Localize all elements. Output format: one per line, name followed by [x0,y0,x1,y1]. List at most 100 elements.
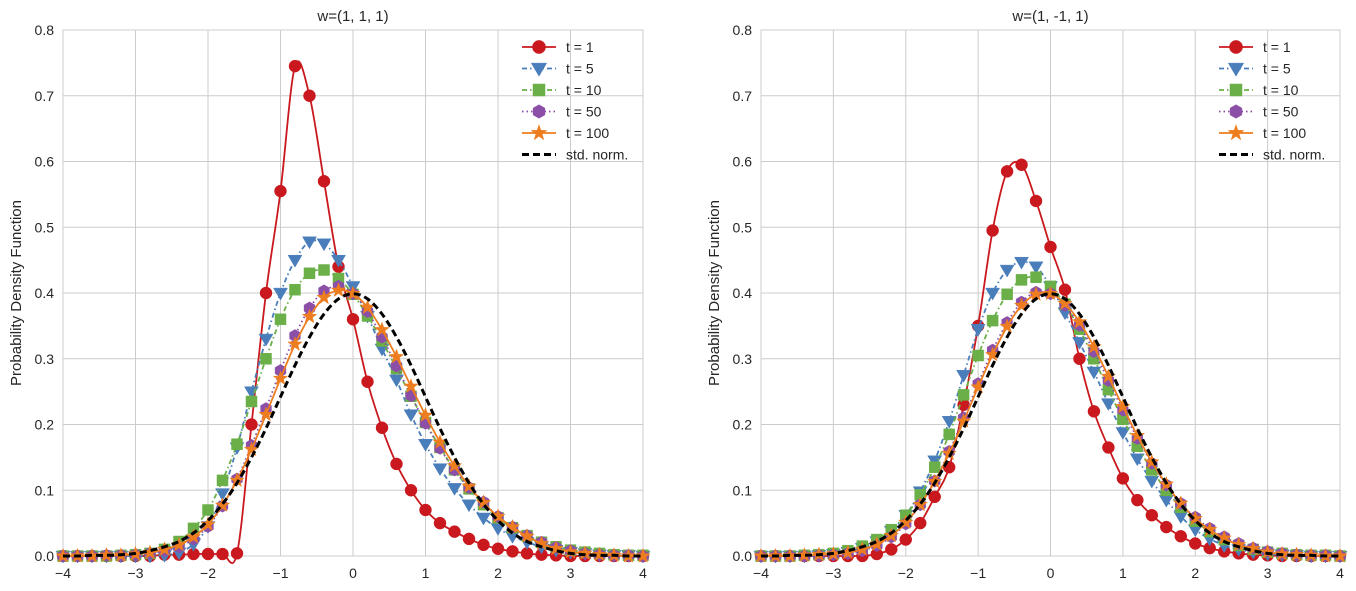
data-point-triangle-down [1086,366,1102,380]
data-point-star [417,407,434,423]
data-point-circle [986,224,999,237]
chart-1: −4 −3 −2 −1 0 1 2 3 4 0.0 0.1 0.2 0.3 0.4 0.5 0.6 0.7 0.8… [8,8,651,581]
data-point-star [955,412,972,428]
y-tick-label: 0.2 [35,417,55,433]
data-point-square [318,264,330,276]
x-tick-label: 3 [567,565,575,581]
y-axis-label: Probability Density Function [8,200,25,386]
data-point-star [84,547,100,563]
data-point-circle [1000,165,1014,178]
legend: t = 1 t = 5 t = 10 t = 50 t = 100 std. norm. [522,39,628,163]
data-point-circle [1116,472,1130,485]
data-point-star [1114,398,1131,414]
x-tick-label: 1 [1119,565,1127,581]
data-point-star [287,336,303,352]
x-tick-label: 2 [1191,565,1199,581]
y-tick-label: 0.3 [733,351,753,367]
series-t-100 [753,285,1348,563]
data-point-circle [899,533,912,546]
legend-label: t = 5 [1263,61,1291,77]
data-point-star [330,282,347,298]
data-point-triangle-down [418,439,433,452]
legend-marker-hexagon [1229,104,1243,119]
legend-marker-circle [532,40,546,54]
chart-title: w=(1, 1, 1) [316,8,388,25]
data-point-circle [216,547,229,561]
x-tick-label: 4 [639,565,647,581]
data-point-square [943,428,955,441]
y-axis-label: Probability Density Function [706,200,723,386]
data-point-triangle-down [302,236,317,250]
legend-label: t = 1 [566,39,594,55]
x-tick-label: −4 [753,565,769,581]
data-point-triangle-down [476,512,491,526]
data-point-star [1057,295,1073,311]
data-point-star [1143,453,1160,469]
x-tick-label: −1 [273,565,289,581]
data-point-star [897,514,914,530]
y-tick-label: 0.6 [733,154,753,170]
data-point-circle [404,484,418,497]
data-point-star [446,457,463,473]
legend-marker-star [1227,124,1245,141]
data-point-circle [274,184,287,198]
y-tick-label: 0.8 [733,22,753,38]
data-point-triangle-down [1014,256,1029,270]
legend-marker-square [1229,83,1243,97]
data-point-star [854,541,871,557]
data-point-star [214,497,231,513]
data-point-circle [928,490,941,504]
data-point-star [562,543,579,559]
data-point-circle [491,542,505,556]
x-tick-label: 3 [1264,565,1272,581]
data-point-star [345,285,361,301]
x-tick-label: −4 [55,565,71,581]
data-point-star [868,535,885,551]
x-tick-label: −2 [898,565,914,581]
data-point-triangle-down [316,238,332,252]
data-point-star [912,496,929,512]
data-point-star [1332,547,1348,563]
data-point-square [289,283,301,296]
data-point-circle [288,59,302,73]
data-point-circle [201,547,215,561]
legend-marker-triangle-down [530,62,548,77]
data-point-triangle-down [1115,427,1131,440]
legend-marker-star [530,124,548,141]
y-tick-label: 0.3 [35,351,55,367]
y-tick-label: 0.0 [733,548,753,564]
data-point-star [200,516,216,532]
data-point-triangle-down [287,254,303,268]
y-tick-label: 0.8 [35,22,55,38]
data-point-circle [1044,240,1057,254]
legend-marker-square [532,83,546,97]
data-point-triangle-down [1129,453,1145,467]
data-point-circle [1189,537,1202,550]
data-point-circle [245,418,258,431]
legend: t = 1 t = 5 t = 10 t = 50 t = 100 std. norm. [1219,39,1325,163]
data-point-star [403,378,419,394]
data-point-circle [433,516,447,530]
data-point-triangle-down [1072,337,1087,350]
data-point-star [519,528,535,543]
data-point-triangle-down [258,333,274,347]
data-point-triangle-down [215,488,230,501]
legend-label: std. norm. [1263,147,1325,163]
data-point-star [1071,313,1088,329]
data-point-circle [346,313,360,326]
data-point-square [1001,288,1013,301]
data-point-triangle-down [432,463,448,477]
legend-label: t = 5 [566,61,594,77]
data-point-circle [1058,283,1072,296]
x-tick-label: −3 [825,565,841,581]
data-point-square [1030,271,1042,283]
data-point-star [1245,540,1262,556]
data-point-circle [885,543,898,556]
legend-label: t = 100 [1263,125,1306,141]
data-point-star [185,528,202,544]
data-point-circle [1174,530,1188,543]
data-point-star [999,318,1015,334]
y-tick-label: 0.1 [35,482,55,498]
legend-marker-circle [1229,40,1243,54]
